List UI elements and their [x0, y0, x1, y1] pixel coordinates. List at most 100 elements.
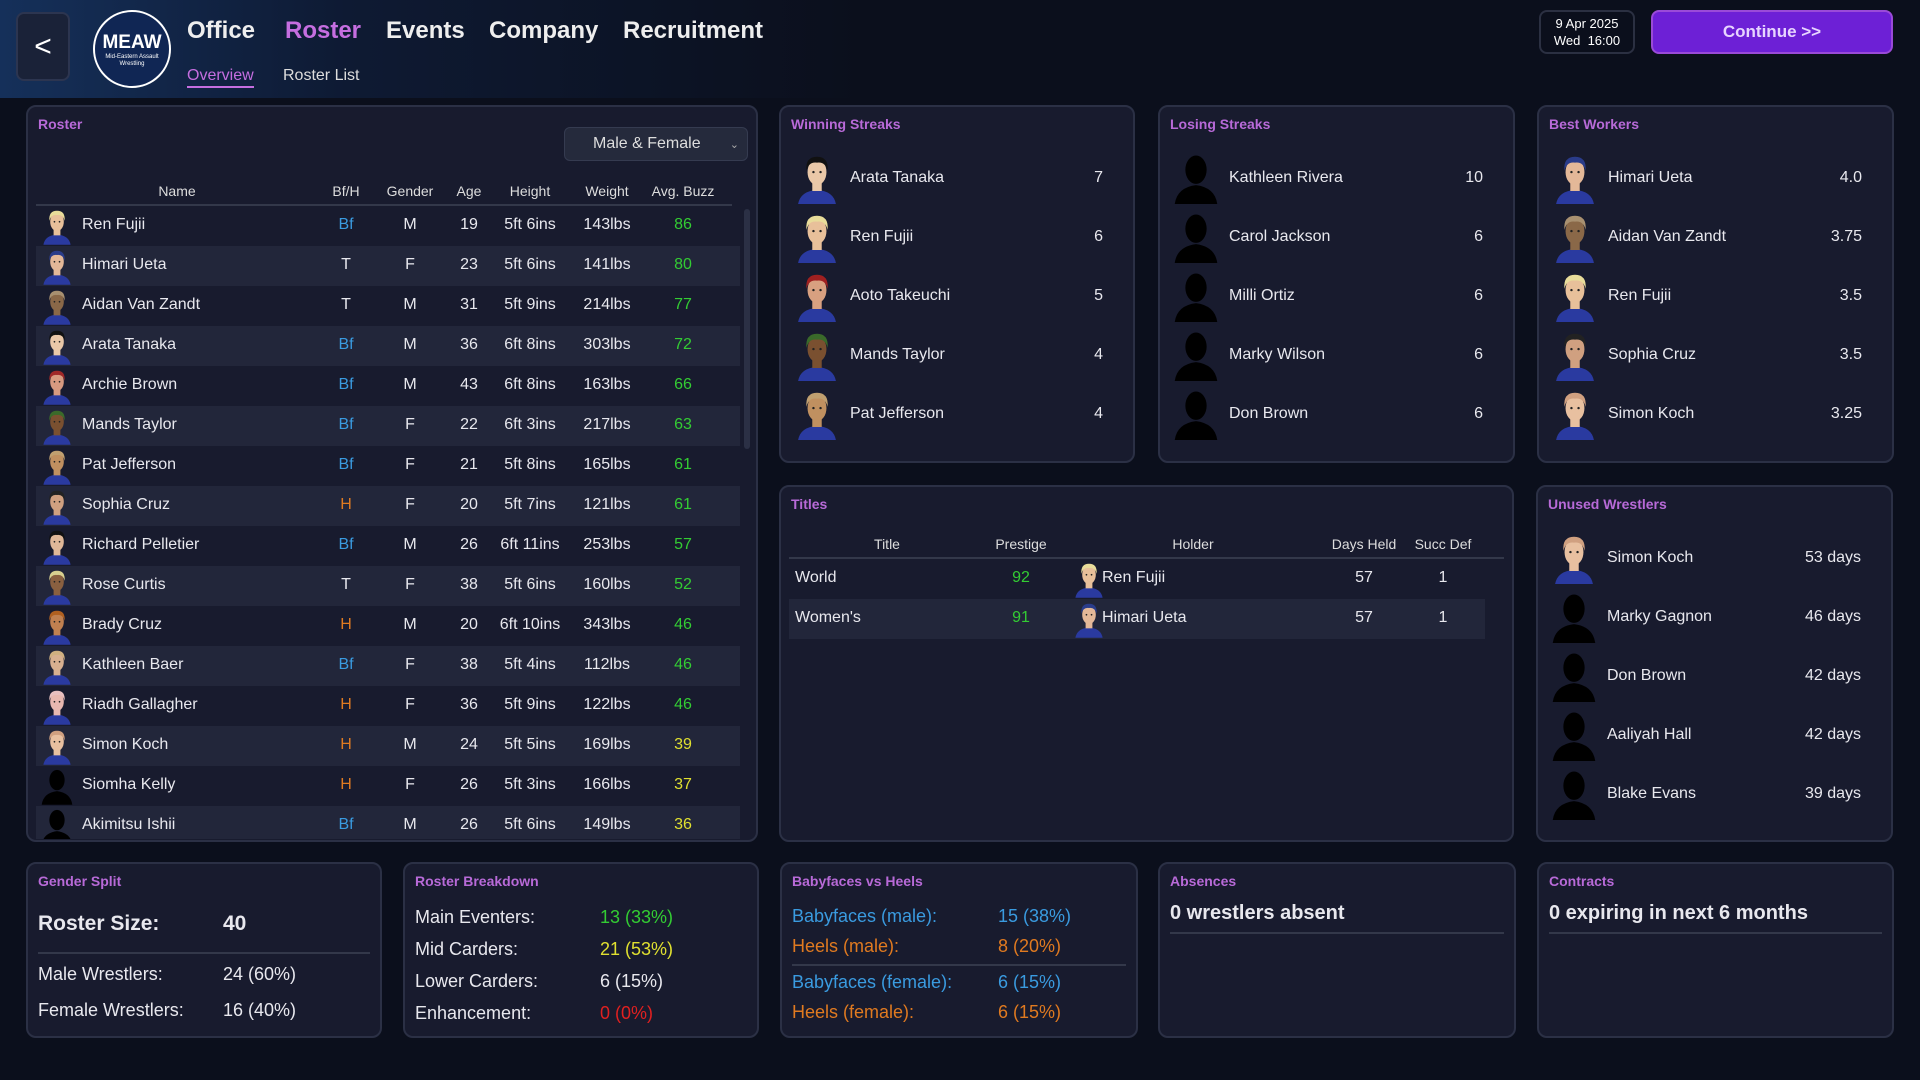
- item-value: 39 days: [1804, 785, 1861, 802]
- table-row[interactable]: Aidan Van Zandt T M 31 5ft 9ins 214lbs 77: [36, 286, 740, 326]
- avatar: [1550, 650, 1598, 702]
- col-header-height[interactable]: Height: [509, 183, 551, 199]
- age-cell: 24: [460, 736, 478, 753]
- item-value: 6: [1474, 228, 1483, 245]
- gender-cell: F: [405, 496, 415, 513]
- back-button[interactable]: <: [16, 12, 70, 81]
- col-header-name[interactable]: Name: [158, 183, 196, 199]
- nav-recruitment[interactable]: Recruitment: [623, 17, 764, 44]
- list-item[interactable]: Arata Tanaka 7: [789, 150, 1125, 209]
- item-value: 4.0: [1839, 169, 1862, 186]
- bfh-cell: Bf: [338, 816, 354, 833]
- col-header-age[interactable]: Age: [456, 183, 482, 199]
- avatar: [1550, 532, 1598, 584]
- avatar: [1551, 388, 1599, 440]
- weight-cell: 169lbs: [583, 736, 631, 753]
- table-row[interactable]: Archie Brown Bf M 43 6ft 8ins 163lbs 66: [36, 366, 740, 406]
- list-item[interactable]: Marky Gagnon 46 days: [1546, 589, 1883, 648]
- wrestler-name: Aidan Van Zandt: [1608, 228, 1727, 245]
- avatar: [1172, 211, 1220, 263]
- continue-button[interactable]: Continue >>: [1651, 10, 1893, 54]
- col-header-buzz[interactable]: Avg. Buzz: [651, 183, 715, 199]
- col-header-gender[interactable]: Gender: [386, 183, 434, 199]
- gender-filter-select[interactable]: Male & Female ⌄: [564, 127, 748, 161]
- nav-office[interactable]: Office: [187, 17, 256, 44]
- list-item[interactable]: Milli Ortiz 6: [1168, 268, 1505, 327]
- table-row[interactable]: Richard Pelletier Bf M 26 6ft 11ins 253lbs 57: [36, 526, 740, 566]
- wrestler-name: Pat Jefferson: [82, 456, 176, 473]
- subtab-roster-list[interactable]: Roster List: [283, 67, 360, 84]
- roster-scrollbar[interactable]: [744, 209, 750, 449]
- list-item[interactable]: Don Brown 42 days: [1546, 648, 1883, 707]
- table-row[interactable]: Akimitsu Ishii Bf M 26 5ft 6ins 149lbs 36: [36, 806, 740, 839]
- age-cell: 38: [460, 656, 478, 673]
- item-value: 3.75: [1830, 228, 1862, 245]
- item-value: 6: [1474, 346, 1483, 363]
- table-row[interactable]: Ren Fujii Bf M 19 5ft 6ins 143lbs 86: [36, 206, 740, 246]
- table-row[interactable]: Brady Cruz H M 20 6ft 10ins 343lbs 46: [36, 606, 740, 646]
- avatar: [40, 647, 74, 685]
- bfh-cell: T: [341, 576, 351, 593]
- list-item[interactable]: Simon Koch 3.25: [1547, 386, 1884, 445]
- age-cell: 26: [460, 816, 478, 833]
- table-row[interactable]: Kathleen Baer Bf F 38 5ft 4ins 112lbs 46: [36, 646, 740, 686]
- wrestler-name: Don Brown: [1607, 667, 1687, 684]
- list-item[interactable]: Aidan Van Zandt 3.75: [1547, 209, 1884, 268]
- buzz-cell: 46: [674, 696, 692, 713]
- table-row[interactable]: Rose Curtis T F 38 5ft 6ins 160lbs 52: [36, 566, 740, 606]
- panel-title: Unused Wrestlers: [1548, 496, 1667, 512]
- avatar: [1172, 270, 1220, 322]
- title-row[interactable]: World 92 Ren Fujii 57 1: [789, 559, 1485, 599]
- header-divider: [789, 557, 1504, 559]
- nav-company[interactable]: Company: [489, 17, 599, 44]
- list-item[interactable]: Mands Taylor 4: [789, 327, 1125, 386]
- list-item[interactable]: Pat Jefferson 4: [789, 386, 1125, 445]
- list-item[interactable]: Kathleen Rivera 10: [1168, 150, 1505, 209]
- table-row[interactable]: Riadh Gallagher H F 36 5ft 9ins 122lbs 46: [36, 686, 740, 726]
- col-header-weight[interactable]: Weight: [585, 183, 629, 199]
- col-header-bfh[interactable]: Bf/H: [332, 183, 360, 199]
- weight-cell: 143lbs: [583, 216, 631, 233]
- bvh-label: Heels (male):: [792, 936, 900, 956]
- avatar: [40, 607, 74, 645]
- table-row[interactable]: Arata Tanaka Bf M 36 6ft 8ins 303lbs 72: [36, 326, 740, 366]
- table-row[interactable]: Pat Jefferson Bf F 21 5ft 8ins 165lbs 61: [36, 446, 740, 486]
- avatar: [1551, 329, 1599, 381]
- nav-events[interactable]: Events: [386, 17, 465, 44]
- table-row[interactable]: Simon Koch H M 24 5ft 5ins 169lbs 39: [36, 726, 740, 766]
- list-item[interactable]: Sophia Cruz 3.5: [1547, 327, 1884, 386]
- list-item[interactable]: Carol Jackson 6: [1168, 209, 1505, 268]
- wrestler-name: Richard Pelletier: [82, 536, 200, 553]
- table-row[interactable]: Siomha Kelly H F 26 5ft 3ins 166lbs 37: [36, 766, 740, 806]
- nav-roster[interactable]: Roster: [285, 17, 362, 44]
- list-item[interactable]: Marky Wilson 6: [1168, 327, 1505, 386]
- table-row[interactable]: Himari Ueta T F 23 5ft 6ins 141lbs 80: [36, 246, 740, 286]
- table-row[interactable]: Sophia Cruz H F 20 5ft 7ins 121lbs 61: [36, 486, 740, 526]
- subtab-overview[interactable]: Overview: [187, 67, 254, 88]
- list-item[interactable]: Aaliyah Hall 42 days: [1546, 707, 1883, 766]
- table-row[interactable]: Mands Taylor Bf F 22 6ft 3ins 217lbs 63: [36, 406, 740, 446]
- list-item[interactable]: Ren Fujii 3.5: [1547, 268, 1884, 327]
- bfh-cell: H: [340, 696, 352, 713]
- list-item[interactable]: Ren Fujii 6: [789, 209, 1125, 268]
- gender-cell: F: [405, 776, 415, 793]
- weight-cell: 121lbs: [583, 496, 631, 513]
- gender-cell: M: [403, 296, 417, 313]
- gender-cell: F: [405, 256, 415, 273]
- list-item[interactable]: Aoto Takeuchi 5: [789, 268, 1125, 327]
- buzz-cell: 61: [674, 456, 692, 473]
- height-cell: 5ft 6ins: [504, 576, 556, 593]
- panel-title: Roster Breakdown: [415, 873, 539, 889]
- list-item[interactable]: Himari Ueta 4.0: [1547, 150, 1884, 209]
- list-item[interactable]: Blake Evans 39 days: [1546, 766, 1883, 825]
- buzz-cell: 46: [674, 656, 692, 673]
- wrestler-name: Akimitsu Ishii: [82, 816, 176, 833]
- bvh-label: Babyfaces (male):: [792, 906, 938, 926]
- divider: [1170, 932, 1504, 934]
- bvh-label: Heels (female):: [792, 1002, 915, 1022]
- title-row[interactable]: Women's 91 Himari Ueta 57 1: [789, 599, 1485, 639]
- list-item[interactable]: Simon Koch 53 days: [1546, 530, 1883, 589]
- bfh-cell: Bf: [338, 656, 354, 673]
- list-item[interactable]: Don Brown 6: [1168, 386, 1505, 445]
- age-cell: 38: [460, 576, 478, 593]
